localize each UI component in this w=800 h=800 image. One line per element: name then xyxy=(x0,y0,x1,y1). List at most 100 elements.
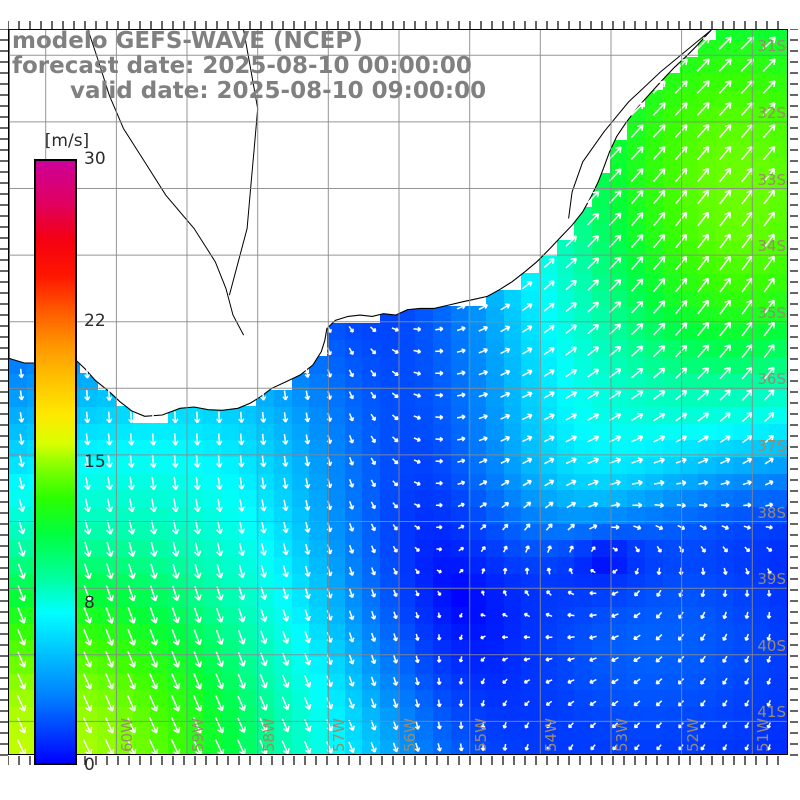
grid-cell xyxy=(521,406,540,424)
grid-cell xyxy=(379,439,399,458)
grid-cell xyxy=(415,406,434,424)
grid-cell xyxy=(609,356,628,374)
grid-cell xyxy=(715,256,734,274)
grid-cell xyxy=(538,406,558,424)
grid-cell xyxy=(786,106,787,125)
grid-cell xyxy=(574,456,593,474)
grid-cell xyxy=(644,256,664,274)
grid-cell xyxy=(538,722,558,741)
grid-cell xyxy=(733,439,752,458)
grid-cell xyxy=(97,656,116,674)
lat-label: 35S xyxy=(757,303,786,322)
grid-cell xyxy=(114,439,134,458)
grid-cell xyxy=(644,722,664,741)
grid-cell xyxy=(468,672,487,691)
grid-cell xyxy=(538,606,558,624)
grid-cell xyxy=(574,722,593,741)
grid-cell xyxy=(326,672,346,691)
grid-cell xyxy=(697,139,717,158)
grid-cell xyxy=(167,472,187,491)
grid-cell xyxy=(574,572,593,591)
grid-cell xyxy=(79,422,99,441)
grid-cell xyxy=(344,422,364,441)
grid-cell xyxy=(662,706,681,724)
grid-cell xyxy=(468,323,487,341)
grid-cell xyxy=(79,489,99,508)
grid-cell xyxy=(715,722,734,741)
grid-cell xyxy=(326,323,346,341)
grid-cell xyxy=(220,589,240,607)
grid-cell xyxy=(344,339,364,358)
grid-cell xyxy=(538,439,558,458)
grid-cell xyxy=(574,656,593,674)
grid-cell xyxy=(662,373,681,391)
grid-cell xyxy=(485,689,505,707)
grid-cell xyxy=(468,556,487,574)
grid-cell xyxy=(468,522,487,541)
grid-cell xyxy=(362,472,381,491)
grid-cell xyxy=(9,456,28,474)
grid-cell xyxy=(715,506,734,524)
grid-cell xyxy=(680,689,699,707)
grid-cell xyxy=(503,689,523,707)
grid-cell xyxy=(397,306,417,324)
grid-cell xyxy=(379,389,399,408)
grid-cell xyxy=(627,589,646,607)
grid-cell xyxy=(450,456,470,474)
grid-cell xyxy=(715,56,734,75)
grid-cell xyxy=(344,656,364,674)
grid-cell xyxy=(750,622,770,641)
grid-cell xyxy=(220,622,240,641)
grid-cell xyxy=(344,456,364,474)
grid-cell xyxy=(662,139,681,158)
grid-cell xyxy=(503,639,523,657)
grid-cell xyxy=(450,639,470,657)
grid-cell xyxy=(609,456,628,474)
grid-cell xyxy=(468,422,487,441)
grid-cell xyxy=(574,339,593,358)
grid-cell xyxy=(662,289,681,308)
grid-cell xyxy=(503,722,523,741)
grid-cell xyxy=(715,639,734,657)
grid-cell xyxy=(574,206,593,224)
grid-cell xyxy=(538,589,558,607)
grid-cell xyxy=(662,722,681,741)
grid-cell xyxy=(344,539,364,557)
grid-cell xyxy=(503,706,523,724)
grid-cell xyxy=(715,472,734,491)
grid-cell xyxy=(468,389,487,408)
grid-cell xyxy=(97,722,116,741)
grid-cell xyxy=(697,522,717,541)
grid-cell xyxy=(203,422,222,441)
grid-cell xyxy=(715,522,734,541)
grid-cell xyxy=(432,672,452,691)
plot-area xyxy=(8,29,788,755)
grid-cell xyxy=(114,656,134,674)
grid-cell xyxy=(768,30,787,41)
grid-cell xyxy=(750,339,770,358)
grid-cell xyxy=(733,639,752,657)
grid-cell xyxy=(309,656,328,674)
grid-cell xyxy=(9,472,28,491)
grid-cell xyxy=(167,406,187,424)
grid-cell xyxy=(503,739,523,754)
grid-cell xyxy=(114,422,134,441)
grid-cell xyxy=(662,389,681,408)
grid-cell xyxy=(715,30,734,41)
grid-cell xyxy=(627,639,646,657)
grid-cell xyxy=(397,589,417,607)
grid-cell xyxy=(644,106,664,125)
grid-cell xyxy=(697,656,717,674)
grid-cell xyxy=(415,489,434,508)
grid-cell xyxy=(680,439,699,458)
grid-cell xyxy=(185,422,205,441)
grid-cell xyxy=(97,522,116,541)
grid-cell xyxy=(644,622,664,641)
grid-cell xyxy=(344,522,364,541)
grid-cell xyxy=(609,306,628,324)
grid-cell xyxy=(397,456,417,474)
grid-cell xyxy=(733,139,752,158)
grid-cell xyxy=(485,373,505,391)
grid-cell xyxy=(415,306,434,324)
grid-cell xyxy=(786,30,787,41)
